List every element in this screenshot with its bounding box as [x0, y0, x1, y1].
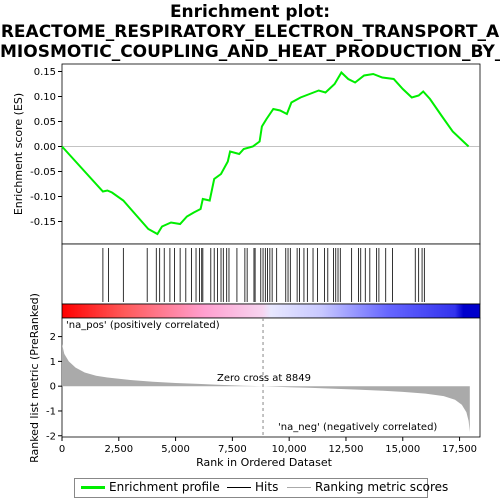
es-y-axis-label: Enrichment score (ES): [12, 93, 25, 215]
legend-item-enrichment: Enrichment profile: [81, 480, 220, 494]
zero-cross-label: Zero cross at 8849: [217, 373, 311, 384]
es-y-tick-label: 0.00: [34, 142, 56, 153]
metric-panel-frame: [61, 317, 481, 438]
enrichment-plot: 0.15 0.10 0.05 0.00 -0.05 -0.10 -0.15 Enrichme…: [12, 63, 481, 469]
legend-label-enrichment: Enrichment profile: [109, 480, 220, 494]
x-tick-label: 15,000: [385, 444, 420, 455]
es-y-axis: 0.15 0.10 0.05 0.00 -0.05 -0.10 -0.15: [30, 67, 62, 228]
x-tick-label: 2,500: [104, 444, 133, 455]
x-axis-label: Rank in Ordered Dataset: [196, 456, 333, 469]
metric-y-axis-label: Ranked list metric (PreRanked): [28, 293, 41, 463]
legend-swatch-hits: [227, 487, 251, 488]
metric-y-tick-label: 0: [50, 382, 56, 393]
legend: Enrichment profile Hits Ranking metric s…: [74, 478, 448, 498]
ranking-metric-area: [62, 344, 470, 432]
chart-title-line3: MIOSMOTIC_COUPLING_AND_HEAT_PRODUCTION_B…: [0, 42, 500, 62]
enrichment-profile-line: [61, 70, 470, 236]
hits-panel-frame: [61, 243, 481, 305]
metric-y-axis: 2 1 0 -1 -2: [46, 332, 62, 442]
x-tick-label: 7,500: [218, 444, 247, 455]
hits-marks: [102, 248, 425, 302]
x-tick-label: 12,500: [328, 444, 363, 455]
metric-y-tick-label: 1: [50, 357, 56, 368]
rank-color-bar: [61, 303, 481, 319]
chart-title-line2: REACTOME_RESPIRATORY_ELECTRON_TRANSPORT_…: [0, 22, 500, 42]
x-tick-label: 5,000: [161, 444, 190, 455]
metric-y-tick-label: -2: [46, 431, 56, 442]
neg-correlated-label: 'na_neg' (negatively correlated): [278, 422, 437, 433]
es-y-tick-label: -0.15: [30, 217, 56, 228]
legend-label-metric: Ranking metric scores: [315, 480, 449, 494]
chart-title-line1: Enrichment plot:: [169, 2, 331, 22]
x-tick-label: 0: [59, 444, 65, 455]
x-tick-label: 10,000: [272, 444, 307, 455]
es-y-tick-label: -0.05: [30, 167, 56, 178]
x-axis: 0 2,500 5,000 7,500 10,000 12,500 15,000 17,500: [59, 437, 477, 455]
legend-item-hits: Hits: [227, 480, 278, 494]
pos-correlated-label: 'na_pos' (positively correlated): [66, 320, 220, 331]
legend-label-hits: Hits: [255, 480, 279, 494]
es-y-tick-label: 0.15: [34, 67, 56, 78]
metric-y-tick-label: -1: [46, 406, 56, 417]
es-y-tick-label: 0.10: [34, 92, 56, 103]
es-y-tick-label: 0.05: [34, 117, 56, 128]
es-panel-frame: [61, 63, 481, 245]
metric-y-tick-label: 2: [50, 332, 56, 343]
es-y-tick-label: -0.10: [30, 192, 56, 203]
legend-swatch-enrichment: [81, 486, 105, 489]
legend-swatch-metric: [287, 487, 311, 488]
x-tick-label: 17,500: [442, 444, 477, 455]
legend-item-metric: Ranking metric scores: [287, 480, 448, 494]
